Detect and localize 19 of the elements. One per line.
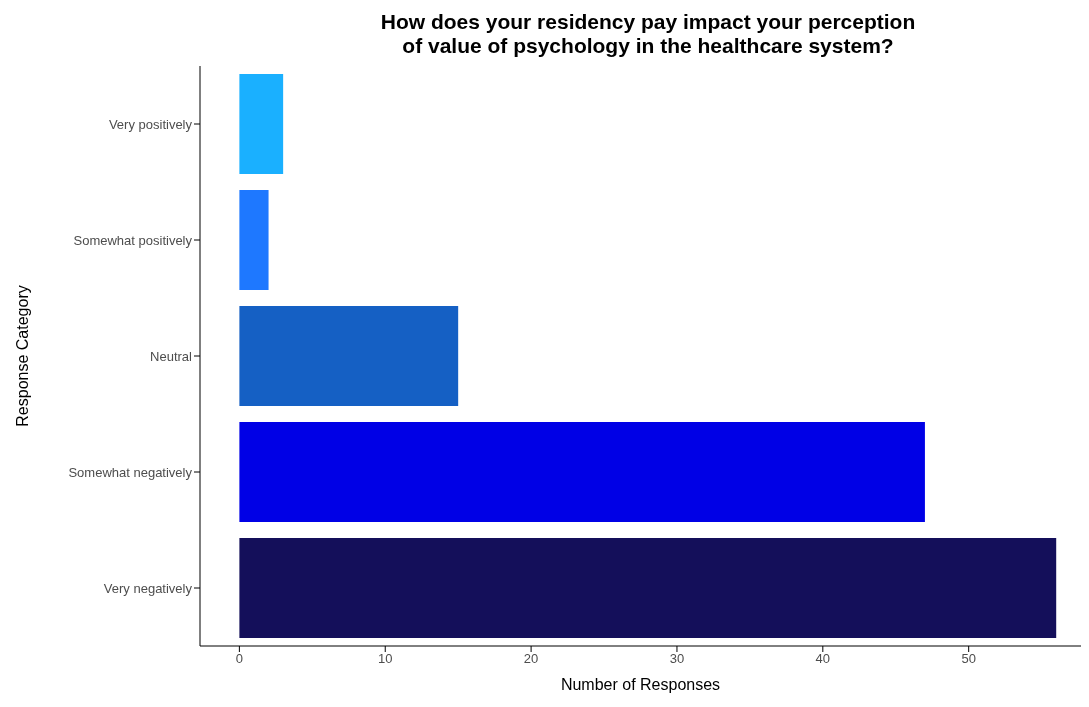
bar — [239, 538, 1057, 638]
x-tick-label: 0 — [235, 651, 243, 667]
bar — [239, 306, 459, 406]
x-tick-label: 40 — [815, 651, 831, 667]
bar — [239, 422, 925, 522]
y-axis-title: Response Category — [13, 285, 31, 427]
chart-title: How does your residency pay impact your perception of value of psychology in the healthcare system? — [379, 9, 917, 58]
y-tick-label: Very negatively — [103, 580, 193, 596]
y-tick-label: Somewhat positively — [73, 232, 193, 248]
x-tick-label: 20 — [523, 651, 539, 667]
x-tick-label: 50 — [961, 651, 976, 667]
bar — [239, 74, 284, 174]
x-tick-label: 30 — [669, 651, 685, 667]
y-tick-label: Somewhat negatively — [68, 464, 193, 480]
bar — [239, 190, 269, 290]
y-tick-label: Neutral — [150, 348, 193, 364]
x-tick-label: 10 — [378, 651, 393, 667]
x-axis-title: Number of Responses — [560, 676, 721, 693]
y-tick-label: Very positively — [108, 116, 193, 132]
